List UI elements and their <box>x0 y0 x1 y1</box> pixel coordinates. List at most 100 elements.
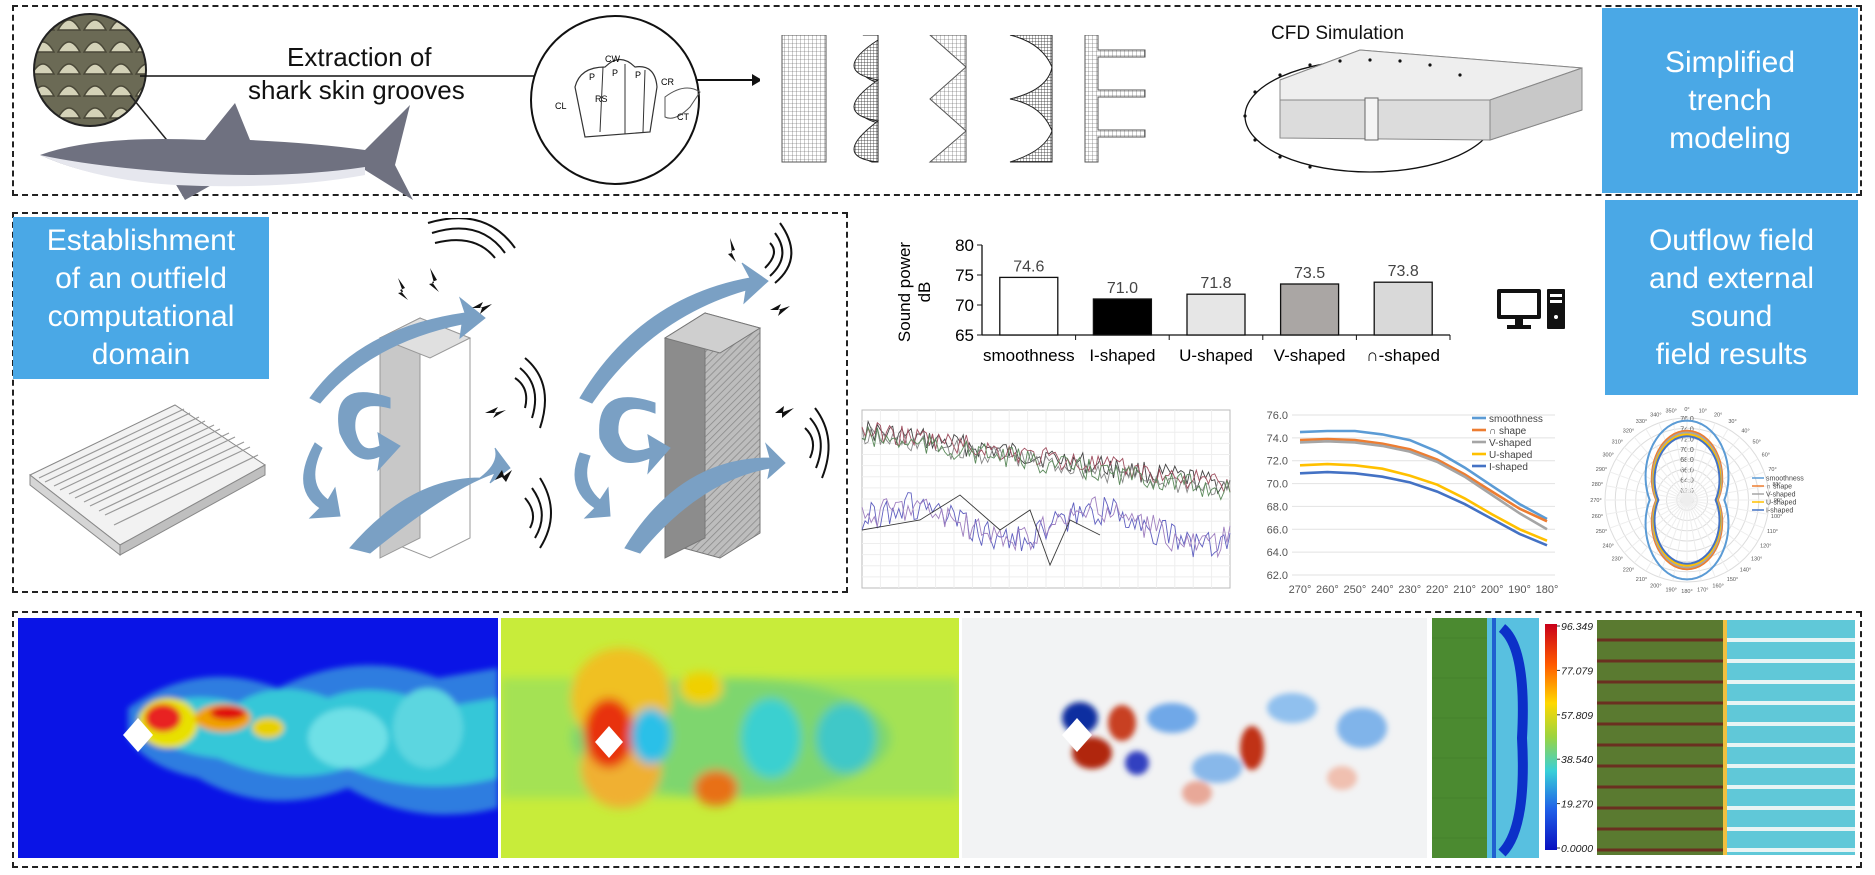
simplified-box-line-2: trench <box>1688 83 1772 117</box>
polar-angle-label: 180° <box>1681 589 1692 595</box>
polar-angle-label: 210° <box>1636 577 1647 583</box>
polar-angle-label: 140° <box>1740 568 1751 574</box>
bar-category-label: U-shaped <box>1179 346 1253 365</box>
simplified-trench-modeling-box: Simplified trench modeling <box>1602 8 1858 193</box>
line-ytick-label: 74.0 <box>1267 433 1288 445</box>
groove-diagram: CW P P P CR CL RS CT <box>530 15 701 185</box>
polar-angle-label: 40° <box>1741 428 1749 434</box>
polar-series-0 <box>1644 419 1730 581</box>
line-legend-label: U-shaped <box>1489 450 1532 461</box>
bar-ylabel-line1: Sound power <box>895 242 914 343</box>
directivity-polar-chart: 60.062.064.066.068.070.072.074.076.00°10… <box>1590 407 1804 595</box>
line-ytick-label: 70.0 <box>1267 479 1288 491</box>
polar-angle-label: 310° <box>1612 440 1623 446</box>
top-row-frame <box>12 5 1862 196</box>
line-series-1 <box>1299 437 1548 523</box>
polar-spoke <box>1658 422 1688 501</box>
bar-value-label: 73.8 <box>1388 263 1419 280</box>
spectrum-series-2 <box>861 421 1231 494</box>
groove-label-p1: P <box>589 72 595 82</box>
cfd-simulation-label: CFD Simulation <box>1271 23 1405 44</box>
groove-label-ct: CT <box>677 112 689 122</box>
colorbar-tick-label: 96.349 <box>1561 621 1593 633</box>
line-ytick-label: 66.0 <box>1267 524 1288 536</box>
polar-angle-label: 20° <box>1714 412 1722 418</box>
bar-category-label: V-shaped <box>1274 346 1346 365</box>
establishment-line-4: domain <box>91 338 191 371</box>
colorbar-gradient <box>1545 624 1557 850</box>
cfd-domain-illustration <box>1243 49 1583 173</box>
polar-legend-label: V-shaped <box>1766 492 1796 499</box>
polar-angle-label: 60° <box>1762 453 1770 459</box>
polar-angle-label: 240° <box>1602 544 1613 550</box>
polar-angle-label: 290° <box>1596 467 1607 473</box>
line-xtick-label: 270° <box>1289 584 1312 595</box>
polar-spoke <box>1686 499 1741 564</box>
mesh-models <box>781 35 1146 163</box>
spectrum-series-3 <box>861 425 1231 501</box>
outflow-line-2: and external <box>1648 261 1815 295</box>
line-xtick-label: 190° <box>1508 584 1531 595</box>
polar-angle-label: 350° <box>1666 408 1677 414</box>
establishment-domain-box: Establishment of an outfield computation… <box>13 217 269 379</box>
groove-label-rs: RS <box>595 94 608 104</box>
line-legend-label: I-shaped <box>1489 462 1528 473</box>
outflow-line-1: Outflow field <box>1648 223 1815 257</box>
line-series-3 <box>1299 462 1548 542</box>
polar-angle-label: 150° <box>1727 577 1738 583</box>
polar-spoke <box>1658 499 1688 578</box>
colorbar-tick-label: 77.079 <box>1561 665 1593 677</box>
colorbar-tick-label: 0.0000 <box>1561 843 1593 855</box>
sound-pressure-colorbar: 96.349 77.079 57.809 38.540 19.270 0.0000 <box>1545 621 1593 855</box>
bar-value-label: 73.5 <box>1294 265 1325 282</box>
directivity-line-chart: 62.0 64.0 66.0 68.0 70.0 72.0 74.0 76.0 270° 260°… <box>1267 410 1559 595</box>
polar-angle-label: 30° <box>1728 419 1736 425</box>
polar-angle-label: 70° <box>1768 467 1776 473</box>
establishment-line-2: of an outfield <box>55 262 227 295</box>
line-xtick-label: 230° <box>1398 584 1421 595</box>
polar-angle-label: 200° <box>1650 584 1661 590</box>
polar-legend-label: smoothness <box>1766 476 1804 483</box>
polar-spoke <box>1686 428 1729 501</box>
polar-angle-label: 340° <box>1650 412 1661 418</box>
bar-category-label: I-shaped <box>1089 346 1155 365</box>
polar-angle-label: 260° <box>1592 514 1603 520</box>
polar-angle-label: 90° <box>1774 498 1782 504</box>
line-xtick-label: 240° <box>1371 584 1394 595</box>
line-ytick-label: 72.0 <box>1267 456 1288 468</box>
line-legend-label: smoothness <box>1489 414 1543 425</box>
line-xtick-label: 260° <box>1316 584 1339 595</box>
column-surface-panel <box>1432 618 1539 858</box>
polar-angle-label: 220° <box>1623 568 1634 574</box>
groove-label-p3: P <box>635 70 641 80</box>
polar-angle-label: 120° <box>1760 544 1771 550</box>
bar-ylabel-line2: dB <box>915 282 934 303</box>
spectrum-series-low <box>861 494 1101 567</box>
line-xtick-label: 210° <box>1453 584 1476 595</box>
bar-ytick-label: 80 <box>955 236 974 255</box>
polar-spoke <box>1686 422 1716 501</box>
polar-angle-label: 230° <box>1612 556 1623 562</box>
polar-legend-label: I-shaped <box>1766 508 1793 515</box>
simplified-box-line-1: Simplified <box>1664 45 1796 79</box>
polar-legend-label: U-shaped <box>1766 500 1796 507</box>
colorbar-tick-label: 57.809 <box>1561 710 1593 722</box>
polar-angle-label: 50° <box>1753 440 1761 446</box>
line-ytick-label: 76.0 <box>1267 410 1288 422</box>
pressure-contour-panel <box>501 618 959 858</box>
line-legend-label: ∩ shape <box>1489 426 1527 437</box>
spectrum-series-4 <box>861 492 1231 558</box>
polar-spoke <box>1686 499 1765 529</box>
polar-angle-label: 10° <box>1699 408 1707 414</box>
establishment-line-1: Establishment <box>46 224 236 257</box>
groove-label-cr: CR <box>661 77 674 87</box>
groove-label-cw: CW <box>605 54 620 64</box>
line-xtick-label: 250° <box>1344 584 1367 595</box>
polar-angle-label: 170° <box>1697 588 1708 594</box>
bar-3 <box>1279 283 1340 336</box>
mesh-cap-shaped <box>1009 35 1053 163</box>
simplified-box-line-3: modeling <box>1669 121 1791 155</box>
polar-angle-label: 320° <box>1623 428 1634 434</box>
line-xtick-label: 180° <box>1536 584 1559 595</box>
line-ytick-label: 68.0 <box>1267 501 1288 513</box>
